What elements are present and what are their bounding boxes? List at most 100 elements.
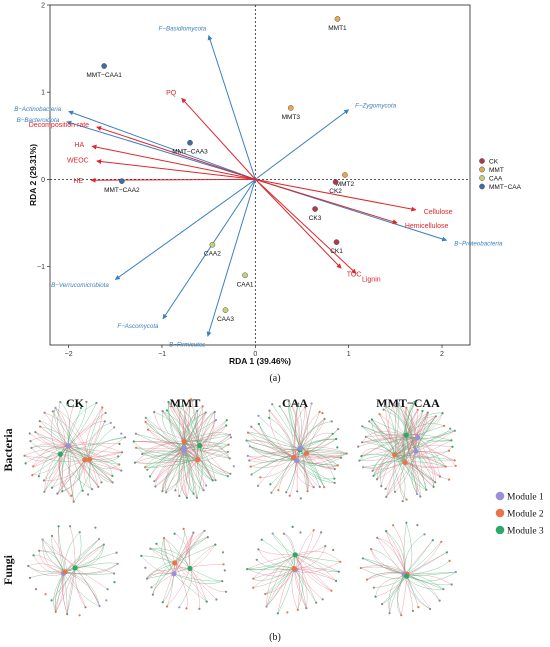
network-node	[453, 429, 456, 432]
network-edge	[184, 419, 217, 442]
network-node	[38, 420, 41, 423]
network-node	[78, 614, 81, 617]
species-vector	[68, 110, 256, 180]
network-edge	[67, 401, 87, 446]
network-edge	[394, 409, 418, 455]
network-hub-node	[181, 447, 187, 454]
network-edge	[294, 554, 332, 591]
network-node	[270, 491, 273, 494]
network-edge	[402, 401, 415, 463]
network-node	[375, 478, 379, 481]
network-edge	[168, 401, 200, 446]
network-edge	[42, 539, 66, 572]
network-edge	[174, 562, 188, 609]
network-node	[450, 583, 453, 586]
network-node	[257, 548, 260, 551]
sample-point	[101, 63, 107, 69]
network-edge	[146, 567, 191, 579]
network-node	[181, 404, 184, 407]
network-node	[57, 525, 60, 528]
network-node	[149, 547, 152, 550]
network-edge	[288, 401, 301, 461]
network-edge	[258, 415, 307, 454]
network-node	[411, 609, 414, 613]
environment-vector-label: Lignin	[362, 276, 381, 283]
network-node	[401, 500, 404, 503]
network-node	[392, 524, 395, 527]
network-node	[182, 527, 185, 531]
network-edge	[89, 459, 113, 483]
network-node	[203, 529, 206, 532]
network-node	[419, 495, 422, 498]
network-edge	[199, 434, 231, 447]
network-edge	[61, 445, 69, 492]
species-vector	[162, 179, 256, 320]
sample-label: MMT−CAA2	[104, 187, 140, 194]
network-node	[205, 484, 208, 487]
environment-vector	[96, 126, 256, 180]
species-vector-label: F−Ascomycota	[117, 323, 159, 330]
network-edge	[59, 454, 74, 502]
network-edge	[295, 460, 314, 488]
network-node	[285, 491, 288, 494]
network-edge	[142, 443, 200, 455]
network-node	[321, 598, 324, 601]
network-edge	[386, 437, 418, 498]
network-node	[135, 446, 138, 449]
network-edge	[406, 571, 456, 582]
sample-point	[333, 239, 340, 245]
network-node	[228, 457, 231, 460]
network-node	[165, 409, 169, 412]
biplot-vectors: F−Basidiomycota F−Zygomycota B−Actinobacte…	[14, 25, 503, 348]
network-node	[97, 485, 100, 488]
network-edge	[147, 429, 185, 449]
network-node	[173, 532, 176, 535]
network-edge	[406, 574, 452, 585]
network-node	[315, 601, 318, 604]
network-edge	[133, 440, 200, 446]
network-node	[449, 427, 452, 430]
network-edge	[162, 410, 185, 442]
network-node	[144, 466, 147, 469]
module-legend-label: Module 3	[507, 527, 544, 537]
network-edge	[371, 419, 406, 463]
sample-label: CAA2	[204, 251, 221, 258]
network-node	[161, 601, 164, 604]
network-node	[72, 405, 75, 408]
network-edge	[196, 445, 203, 498]
network-node	[54, 610, 57, 614]
network-edge	[295, 530, 314, 570]
network-edge	[306, 453, 339, 468]
network-edge	[184, 447, 230, 459]
network-node	[388, 612, 391, 615]
network-node	[310, 402, 313, 405]
network-node	[225, 424, 228, 427]
network-node	[442, 588, 445, 591]
network-edge	[277, 554, 296, 614]
network-node	[358, 459, 361, 462]
module-legend-swatch	[495, 508, 505, 518]
network-graph	[359, 521, 457, 617]
network-edge	[145, 417, 199, 460]
network-node	[305, 607, 308, 610]
environment-vector	[255, 178, 398, 225]
network-node	[66, 613, 69, 616]
x-tick-label: 2	[440, 351, 444, 358]
network-edge	[381, 576, 407, 605]
network-edge	[174, 536, 208, 564]
network-edge	[247, 453, 307, 462]
network-node	[43, 490, 46, 493]
network-edge	[199, 420, 227, 446]
environment-vector-label: WEOC	[67, 158, 89, 165]
network-edge	[33, 453, 61, 467]
network-node	[405, 521, 408, 524]
environment-vector-label: HE	[73, 178, 83, 185]
network-edge	[199, 445, 216, 481]
network-node	[102, 543, 105, 546]
network-edge	[404, 412, 429, 463]
network-edge	[278, 449, 301, 491]
network-edge	[176, 405, 200, 446]
network-hub-node	[297, 445, 303, 451]
network-node	[333, 477, 336, 480]
network-node	[190, 398, 193, 401]
